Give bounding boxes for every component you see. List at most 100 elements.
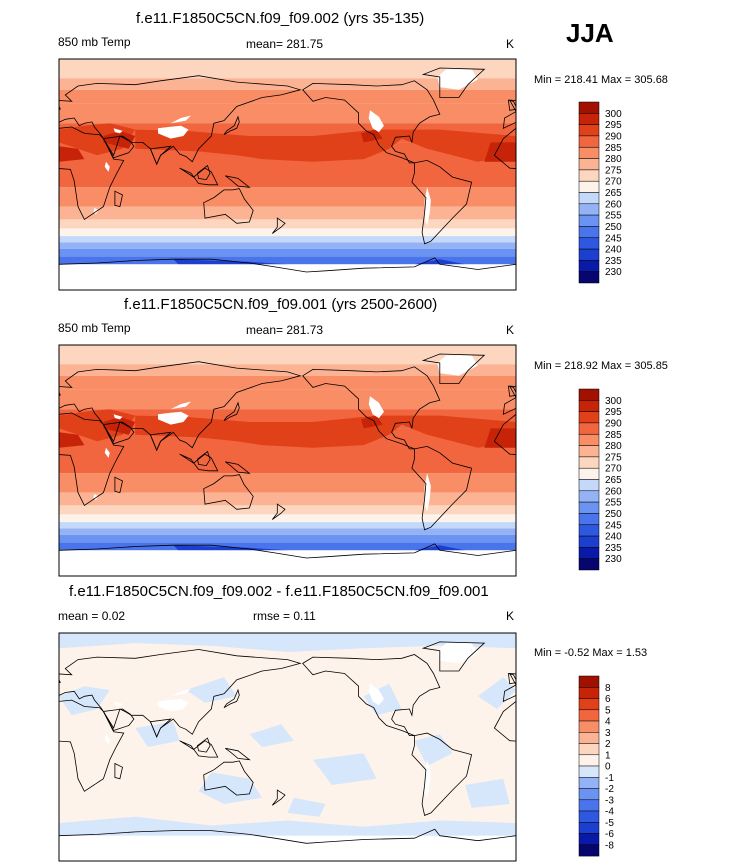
- colorbar-swatch: [578, 765, 600, 778]
- coastline: [59, 543, 516, 576]
- temp-band: [59, 187, 516, 207]
- warm-region: [135, 129, 516, 162]
- panel-2-units-label: K: [506, 323, 515, 337]
- temp-band: [59, 345, 516, 365]
- colorbar-tick-label: 240: [605, 532, 622, 543]
- diff-negative-region: [312, 753, 377, 785]
- missing-data-mask: [158, 125, 189, 139]
- colorbar-tick-label: 245: [605, 520, 622, 531]
- coastline: [59, 361, 302, 452]
- coastline: [661, 189, 711, 224]
- colorbar-swatch: [578, 260, 600, 272]
- temp-band: [59, 522, 516, 529]
- temp-band: [59, 59, 516, 79]
- colorbar-tick-label: 300: [605, 396, 622, 407]
- temp-band: [59, 256, 516, 265]
- colorbar-swatch: [578, 833, 600, 846]
- panel-1-variable-label: 850 mb Temp: [58, 35, 131, 49]
- coastline: [682, 176, 706, 188]
- coastline: [515, 549, 516, 576]
- coastline: [729, 790, 733, 805]
- missing-data-mask: [113, 701, 123, 707]
- colorbar-swatch: [578, 101, 600, 114]
- colorbar-swatch: [578, 844, 600, 857]
- colorbar-swatch: [578, 799, 600, 812]
- colorbar-tick-label: 300: [605, 109, 622, 120]
- coastline: [59, 649, 302, 738]
- missing-data-mask: [59, 550, 516, 576]
- colorbar-tick-label: 255: [605, 498, 622, 509]
- colorbar-tick-label: 270: [605, 464, 622, 475]
- colorbar-swatch: [578, 675, 600, 688]
- colorbar-swatch: [578, 445, 600, 458]
- colorbar-swatch: [578, 271, 600, 284]
- colorbar-tick-label: 235: [605, 256, 622, 267]
- colorbar-tick-label: 260: [605, 486, 622, 497]
- colorbar-swatch: [578, 535, 600, 548]
- colorbar-swatch: [578, 422, 600, 435]
- coastline: [421, 641, 486, 672]
- colorbar-swatch: [578, 754, 600, 767]
- coastline: [654, 452, 667, 466]
- panel-1-units-label: K: [506, 37, 515, 51]
- coastline: [203, 760, 254, 796]
- coastline: [637, 454, 675, 471]
- colorbar-swatch: [578, 124, 600, 137]
- colorbar-tick-label: -8: [605, 840, 614, 851]
- coastline: [203, 188, 254, 224]
- coastline: [302, 366, 441, 450]
- hot-region: [361, 415, 383, 429]
- temp-band: [59, 492, 516, 506]
- coastline: [682, 748, 706, 759]
- colorbar-swatch: [578, 203, 600, 216]
- hot-region: [103, 416, 136, 435]
- colorbar-tick-label: 240: [605, 245, 622, 256]
- coastline: [302, 654, 441, 736]
- coastline: [225, 747, 251, 761]
- colorbar-tick-label: 265: [605, 475, 622, 486]
- missing-data-mask: [424, 473, 431, 512]
- coastline: [515, 835, 516, 861]
- colorbar-tick-label: 280: [605, 441, 622, 452]
- panel-2-title: f.e11.F1850C5CN.f09_f09.001 (yrs 2500-26…: [124, 296, 438, 313]
- coastline: [59, 257, 516, 290]
- colorbar-swatch: [578, 558, 600, 571]
- colorbar-swatch: [578, 777, 600, 789]
- coastline: [682, 462, 706, 474]
- temp-band: [59, 103, 516, 124]
- coastline: [572, 764, 580, 779]
- colorbar-tick-label: 295: [605, 120, 622, 131]
- colorbar-tick-label: -4: [605, 807, 614, 818]
- missing-data-mask: [59, 835, 516, 861]
- colorbar-swatch: [578, 180, 600, 193]
- colorbar-tick-label: -2: [605, 784, 614, 795]
- coastline: [196, 164, 211, 181]
- coastline: [271, 217, 286, 234]
- colorbar-swatch: [578, 687, 600, 699]
- map-frame-1: [58, 58, 517, 291]
- coastline: [59, 412, 125, 506]
- map-panel-2: [59, 345, 706, 576]
- temp-band: [59, 542, 516, 551]
- colorbar-tick-label: 5: [605, 705, 611, 716]
- colorbar-tick-label: 290: [605, 131, 622, 142]
- colorbar-tick-label: 285: [605, 143, 622, 154]
- coastline: [225, 175, 251, 188]
- missing-data-mask: [424, 759, 431, 798]
- colorbar-tick-label: 280: [605, 154, 622, 165]
- missing-data-mask: [104, 447, 110, 458]
- missing-data-mask: [59, 264, 516, 290]
- coastline: [149, 431, 172, 452]
- colorbar-tick-label: 290: [605, 418, 622, 429]
- coastline: [223, 688, 240, 709]
- panel-3-units-label: K: [506, 609, 515, 623]
- colorbar-tick-label: -6: [605, 829, 614, 840]
- colorbar-tick-label: 255: [605, 211, 622, 222]
- temp-band: [59, 228, 516, 237]
- coastline: [681, 117, 696, 135]
- colorbar-swatch: [578, 388, 600, 401]
- missing-data-mask: [368, 396, 384, 419]
- diff-negative-region: [198, 772, 263, 804]
- colorbar-swatch: [578, 147, 600, 159]
